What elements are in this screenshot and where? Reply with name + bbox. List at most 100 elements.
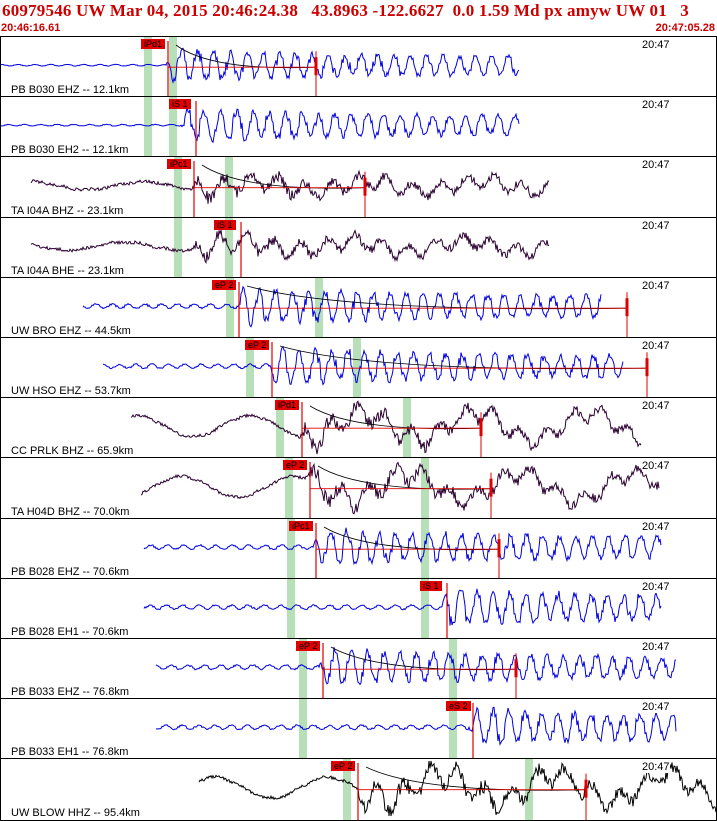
coda-envelope-line (323, 526, 500, 551)
trace-panel[interactable]: iS 1 20:47 TA I04A BHE -- 23.1km (0, 217, 717, 278)
station-channel-label: TA I04A BHZ -- 23.1km (11, 205, 124, 217)
phase-pick-label[interactable]: iPc1 (289, 521, 313, 531)
trace-panel[interactable]: eP 2 20:47 TA H04D BHZ -- 70.0km (0, 457, 717, 519)
trace-canvas (102, 338, 649, 398)
station-channel-label: UW BRO EHZ -- 44.5km (11, 325, 131, 337)
trace-canvas (82, 278, 629, 338)
coda-envelope-line (246, 285, 628, 310)
waveform-trace (1, 106, 520, 144)
time-tick-label: 20:47 (642, 701, 670, 713)
waveform-trace (143, 588, 662, 626)
trace-panel[interactable]: iPc1 20:47 TA I04A BHZ -- 23.1km (0, 156, 717, 218)
coda-envelope-line (309, 405, 482, 430)
trace-canvas (198, 759, 716, 820)
coda-envelope-line (279, 345, 648, 370)
waveform-trace (82, 285, 602, 328)
trace-canvas (30, 157, 550, 218)
time-window-band (285, 458, 293, 519)
waveform-trace (155, 706, 677, 746)
time-window-band (343, 759, 351, 820)
coda-envelope-line (175, 44, 317, 69)
trace-canvas (155, 639, 677, 699)
trace-canvas (143, 579, 662, 639)
phase-pick-label[interactable]: eP 2 (331, 761, 356, 771)
time-window-band (144, 97, 152, 157)
trace-panel[interactable]: iS 1 20:47 PB B028 EH1 -- 70.6km (0, 578, 717, 639)
phase-pick-label[interactable]: eS 2 (446, 701, 471, 711)
trace-panel[interactable]: eP 2 20:47 UW BLOW HHZ -- 95.4km (0, 758, 717, 821)
trace-panel[interactable]: eS 2 20:47 PB B033 EH1 -- 76.8km (0, 698, 717, 759)
phase-pick-label[interactable]: iS 1 (214, 220, 236, 230)
time-tick-label: 20:47 (642, 340, 670, 352)
trace-panel[interactable]: iPc1 20:47 PB B028 EHZ -- 70.6km (0, 518, 717, 579)
time-tick-label: 20:47 (642, 220, 670, 232)
window-start-time: 20:46:16.61 (1, 22, 61, 34)
coda-envelope-line (201, 164, 366, 189)
trace-panel[interactable]: eP 2 20:47 PB B033 EHZ -- 76.8km (0, 638, 717, 699)
station-channel-label: CC PRLK BHZ -- 65.9km (11, 445, 134, 457)
time-tick-label: 20:47 (642, 761, 670, 773)
time-tick-label: 20:47 (642, 581, 670, 593)
time-window-band (144, 37, 152, 97)
station-channel-label: PB B030 EH2 -- 12.1km (11, 144, 129, 156)
time-window-band (174, 218, 182, 278)
coda-envelope-line (365, 766, 587, 791)
phase-pick-label[interactable]: iPd1 (275, 400, 300, 410)
waveform-trace (140, 461, 660, 515)
time-tick-label: 20:47 (642, 521, 670, 533)
phase-pick-label[interactable]: eP 2 (212, 280, 237, 290)
trace-canvas (140, 458, 660, 519)
waveform-trace (102, 346, 624, 386)
phase-pick-label[interactable]: eP 2 (245, 340, 270, 350)
time-tick-label: 20:47 (642, 280, 670, 292)
time-window-band (299, 639, 307, 699)
time-window-band (246, 338, 254, 398)
waveform-trace (30, 228, 550, 265)
waveform-trace (130, 400, 642, 455)
phase-pick-label[interactable]: iS 1 (169, 99, 191, 109)
time-window-band (421, 579, 429, 639)
trace-panel[interactable]: iPd1 20:47 PB B030 EHZ -- 12.1km (0, 36, 717, 97)
time-tick-label: 20:47 (642, 641, 670, 653)
phase-pick-label[interactable]: eP 2 (296, 641, 321, 651)
time-window-band (226, 278, 234, 338)
trace-panel[interactable]: eP 2 20:47 UW BRO EHZ -- 44.5km (0, 277, 717, 338)
station-channel-label: PB B033 EH1 -- 76.8km (11, 746, 129, 758)
waveform-trace (155, 647, 677, 686)
window-end-time: 20:47:05.28 (655, 22, 715, 34)
station-channel-label: UW HSO EHZ -- 53.7km (11, 385, 131, 397)
station-channel-label: PB B030 EHZ -- 12.1km (11, 84, 129, 96)
event-title: 60979546 UW Mar 04, 2015 20:46:24.38 43.… (2, 1, 689, 20)
seismogram-panels[interactable]: iPd1 20:47 PB B030 EHZ -- 12.1km iS 1 20:47 P… (0, 36, 717, 821)
trace-canvas (1, 97, 520, 157)
trace-canvas (143, 519, 662, 579)
waveform-trace (1, 47, 520, 84)
station-channel-label: TA I04A BHE -- 23.1km (11, 265, 124, 277)
trace-panel[interactable]: eP 2 20:47 UW HSO EHZ -- 53.7km (0, 337, 717, 398)
trace-canvas (130, 398, 642, 458)
station-channel-label: UW BLOW HHZ -- 95.4km (11, 807, 140, 819)
trace-panel[interactable]: iS 1 20:47 PB B030 EH2 -- 12.1km (0, 96, 717, 157)
station-channel-label: PB B028 EH1 -- 70.6km (11, 626, 129, 638)
time-tick-label: 20:47 (642, 400, 670, 412)
station-channel-label: TA H04D BHZ -- 70.0km (11, 506, 130, 518)
phase-pick-label[interactable]: iPc1 (167, 159, 191, 169)
trace-canvas (30, 218, 550, 278)
phase-pick-label[interactable]: iPd1 (141, 39, 166, 49)
waveform-trace (198, 760, 716, 817)
header-bar: 60979546 UW Mar 04, 2015 20:46:24.38 43.… (0, 0, 717, 36)
waveform-trace (143, 527, 662, 566)
time-tick-label: 20:47 (642, 99, 670, 111)
station-channel-label: PB B033 EHZ -- 76.8km (11, 686, 129, 698)
coda-envelope-line (330, 646, 517, 671)
station-channel-label: PB B028 EHZ -- 70.6km (11, 566, 129, 578)
coda-envelope-line (317, 465, 492, 490)
time-tick-label: 20:47 (642, 159, 670, 171)
time-window-band (169, 97, 177, 157)
trace-canvas (1, 37, 520, 97)
waveform-trace (30, 169, 550, 204)
phase-pick-label[interactable]: eP 2 (283, 460, 308, 470)
trace-panel[interactable]: iPd1 20:47 CC PRLK BHZ -- 65.9km (0, 397, 717, 458)
phase-pick-label[interactable]: iS 1 (420, 581, 442, 591)
time-tick-label: 20:47 (642, 460, 670, 472)
